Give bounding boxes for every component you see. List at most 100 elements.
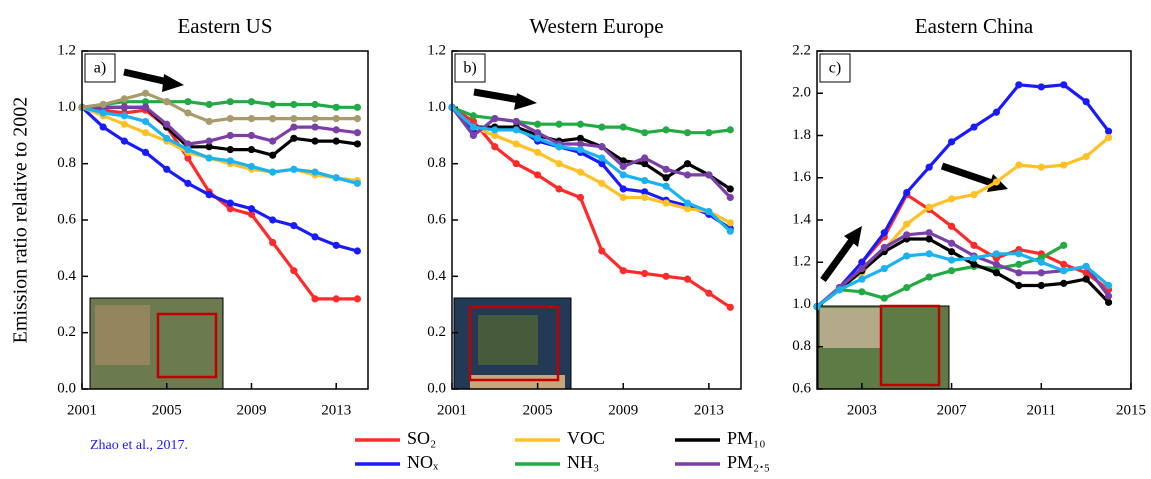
data-point (1037, 281, 1045, 290)
data-point (353, 295, 362, 303)
data-point (1015, 281, 1023, 290)
data-point (555, 120, 563, 128)
data-point (205, 154, 213, 162)
y-tick-label: 0.8 (57, 155, 76, 171)
y-tick-label: 1.6 (792, 169, 811, 185)
data-point (641, 188, 649, 196)
y-tick-label: 2.2 (792, 42, 811, 58)
y-tick-label: 0.6 (57, 211, 76, 227)
data-point (619, 123, 627, 131)
data-point (247, 115, 256, 123)
series-line (80, 106, 358, 253)
data-point (598, 247, 606, 255)
x-tick-label: 2009 (608, 402, 638, 418)
data-point (311, 168, 319, 176)
data-point (290, 134, 298, 142)
data-point (992, 250, 1001, 258)
data-point (184, 98, 192, 106)
data-point (163, 165, 171, 173)
data-point (705, 207, 713, 216)
data-point (947, 256, 956, 264)
y-tick-label: 1.0 (427, 99, 446, 115)
data-point (970, 241, 978, 249)
data-point (120, 112, 128, 120)
data-point (269, 100, 277, 109)
y-tick-label: 1.0 (792, 296, 811, 312)
data-point (332, 126, 340, 134)
series-line (815, 83, 1110, 308)
data-point (120, 103, 128, 111)
data-point (534, 129, 542, 137)
data-point (332, 103, 340, 111)
data-point (491, 143, 499, 151)
y-tick-label: 0.6 (427, 211, 446, 227)
y-tick-label: 1.0 (57, 99, 76, 115)
panel-label: a) (94, 60, 106, 77)
data-point (903, 284, 911, 292)
data-point (947, 239, 956, 247)
chart-title: Eastern US (177, 14, 272, 38)
x-tick-label: 2005 (523, 402, 553, 418)
data-point (120, 95, 128, 103)
data-point (925, 163, 933, 171)
series-line (81, 105, 358, 301)
y-tick-label: 1.8 (792, 127, 811, 143)
data-point (290, 123, 298, 131)
data-point (619, 162, 627, 171)
data-point (163, 98, 171, 106)
data-point (947, 267, 956, 275)
x-tick-label: 2007 (937, 402, 968, 418)
data-point (332, 174, 340, 182)
data-point (662, 182, 670, 190)
data-point (269, 137, 277, 145)
data-point (141, 129, 150, 137)
x-tick-label: 2009 (236, 402, 266, 418)
data-point (641, 129, 649, 137)
data-point (662, 199, 670, 207)
plot-frame (816, 50, 1132, 390)
data-point (226, 205, 234, 213)
data-point (992, 269, 1001, 277)
data-point (512, 117, 520, 126)
data-point (683, 160, 692, 168)
data-point (332, 241, 340, 249)
data-point (353, 179, 362, 187)
x-tick-label: 2003 (847, 402, 877, 418)
data-point (353, 140, 362, 148)
legend-label: SO₂ (407, 428, 436, 448)
y-tick-label: 0.8 (792, 338, 811, 354)
data-point (726, 185, 734, 193)
data-point (705, 289, 713, 297)
data-point (947, 195, 956, 203)
y-tick-label: 0.2 (427, 324, 446, 340)
data-point (576, 145, 585, 154)
data-point (1015, 260, 1023, 268)
data-point (598, 154, 606, 162)
x-tick-label: 2011 (1027, 402, 1056, 418)
data-point (184, 140, 192, 148)
plot-frame (81, 50, 369, 390)
map-inset (453, 297, 572, 390)
data-point (903, 188, 911, 197)
data-point (290, 115, 298, 123)
data-point (269, 168, 277, 176)
data-point (247, 210, 256, 218)
data-point (512, 126, 520, 134)
data-point (1037, 163, 1045, 171)
data-point (880, 264, 888, 273)
legend-label: VOC (567, 428, 605, 448)
data-point (576, 140, 585, 148)
data-point (641, 154, 649, 162)
data-point (662, 174, 670, 182)
data-point (311, 123, 319, 131)
data-point (226, 115, 234, 123)
data-point (512, 160, 520, 168)
data-point (269, 238, 277, 247)
data-point (726, 303, 734, 311)
panel-label: b) (463, 60, 476, 77)
panel-label-box (454, 53, 486, 83)
data-point (925, 250, 933, 258)
data-point (120, 137, 128, 145)
data-point (683, 129, 692, 137)
